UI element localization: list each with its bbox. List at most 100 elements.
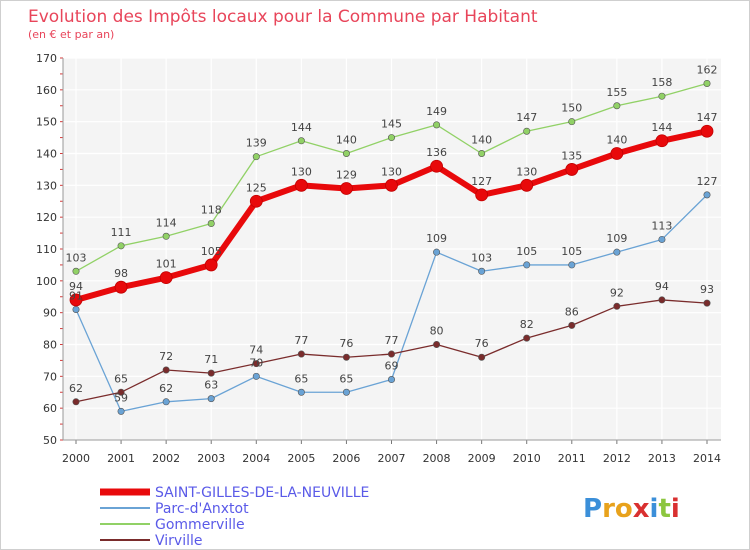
data-label-0: 147: [697, 111, 718, 124]
data-label-2: 111: [111, 226, 132, 239]
y-tick-label: 100: [36, 275, 57, 288]
series-point-3: [207, 369, 215, 377]
series-point-2: [72, 267, 80, 275]
series-point-1: [297, 388, 305, 396]
data-label-3: 76: [339, 337, 353, 350]
series-point-3: [162, 366, 170, 374]
series-layer: [69, 79, 714, 415]
series-point-3: [342, 353, 350, 361]
data-label-1: 65: [339, 372, 353, 385]
x-tick-label: 2008: [423, 452, 451, 465]
series-point-3: [297, 350, 305, 358]
legend: SAINT-GILLES-DE-LA-NEUVILLEParc-d'Anxtot…: [100, 485, 369, 549]
logo-letter: i: [671, 494, 680, 524]
data-label-2: 144: [291, 121, 312, 134]
y-tick-label: 80: [43, 339, 57, 352]
series-point-3: [433, 340, 441, 348]
series-point-1: [162, 398, 170, 406]
series-point-2: [297, 137, 305, 145]
data-label-2: 139: [246, 137, 267, 150]
data-label-0: 105: [201, 245, 222, 258]
series-point-0: [520, 178, 534, 192]
series-point-0: [69, 293, 83, 307]
data-label-0: 130: [516, 165, 537, 178]
x-tick-label: 2010: [513, 452, 541, 465]
series-point-1: [342, 388, 350, 396]
x-tick-label: 2009: [468, 452, 496, 465]
data-label-0: 125: [246, 181, 267, 194]
data-label-1: 105: [561, 245, 582, 258]
series-point-3: [117, 388, 125, 396]
series-point-0: [385, 178, 398, 192]
y-tick-label: 130: [36, 179, 57, 192]
series-point-3: [72, 398, 80, 406]
series-point-2: [478, 150, 486, 158]
series-point-2: [568, 118, 576, 126]
logo-letter: o: [615, 494, 633, 524]
series-point-3: [252, 360, 260, 368]
y-tick-label: 160: [36, 84, 57, 97]
axes: [60, 57, 721, 444]
data-label-3: 93: [700, 283, 714, 296]
y-tick-label: 150: [36, 116, 57, 129]
x-tick-label: 2007: [378, 452, 406, 465]
data-label-1: 109: [426, 232, 447, 245]
x-tick-label: 2011: [558, 452, 586, 465]
series-point-1: [117, 407, 125, 415]
series-point-0: [565, 163, 579, 176]
data-label-1: 63: [204, 379, 218, 392]
series-point-0: [204, 258, 218, 272]
data-label-3: 77: [294, 334, 308, 347]
series-point-0: [610, 147, 624, 160]
y-tick-label: 70: [43, 370, 57, 383]
logo-letter: x: [633, 494, 650, 524]
data-label-1: 70: [249, 356, 263, 369]
y-tick-label: 50: [43, 434, 57, 447]
series-point-1: [658, 235, 666, 243]
y-tick-label: 60: [43, 402, 57, 415]
x-tick-label: 2000: [62, 452, 90, 465]
data-label-3: 82: [520, 318, 534, 331]
series-point-3: [568, 321, 576, 329]
x-tick-label: 2014: [693, 452, 721, 465]
data-label-3: 74: [249, 344, 263, 357]
series-point-3: [387, 350, 395, 358]
series-point-2: [658, 92, 666, 100]
data-label-1: 103: [471, 251, 492, 264]
data-label-0: 135: [561, 149, 582, 162]
data-label-0: 127: [471, 175, 492, 188]
data-label-1: 59: [114, 391, 128, 404]
x-tick-label: 2006: [332, 452, 360, 465]
data-label-1: 62: [159, 382, 173, 395]
logo-letter: P: [583, 494, 602, 524]
data-label-3: 76: [475, 337, 489, 350]
series-point-2: [162, 232, 170, 240]
series-point-1: [613, 248, 621, 256]
logo-letter: i: [650, 494, 659, 524]
series-point-2: [703, 79, 711, 87]
chart-title: Evolution des Impôts locaux pour la Comm…: [28, 7, 538, 27]
data-label-2: 162: [697, 63, 718, 76]
data-label-0: 94: [69, 280, 83, 293]
series-point-1: [478, 267, 486, 275]
data-label-3: 62: [69, 382, 83, 395]
data-label-1: 65: [294, 372, 308, 385]
series-point-2: [523, 127, 531, 135]
data-label-0: 129: [336, 169, 357, 182]
series-point-1: [568, 261, 576, 269]
series-point-1: [207, 395, 215, 403]
x-tick-label: 2003: [197, 452, 225, 465]
series-point-3: [703, 299, 711, 307]
y-tick-label: 170: [36, 52, 57, 65]
legend-label: Virville: [155, 533, 202, 549]
data-label-2: 114: [156, 216, 177, 229]
series-point-2: [613, 102, 621, 110]
data-label-1: 127: [697, 175, 718, 188]
logo-letter: r: [602, 494, 615, 524]
series-point-2: [117, 242, 125, 250]
data-label-2: 149: [426, 105, 447, 118]
y-tick-label: 140: [36, 148, 57, 161]
x-tick-label: 2013: [648, 452, 676, 465]
x-tick-label: 2005: [287, 452, 315, 465]
